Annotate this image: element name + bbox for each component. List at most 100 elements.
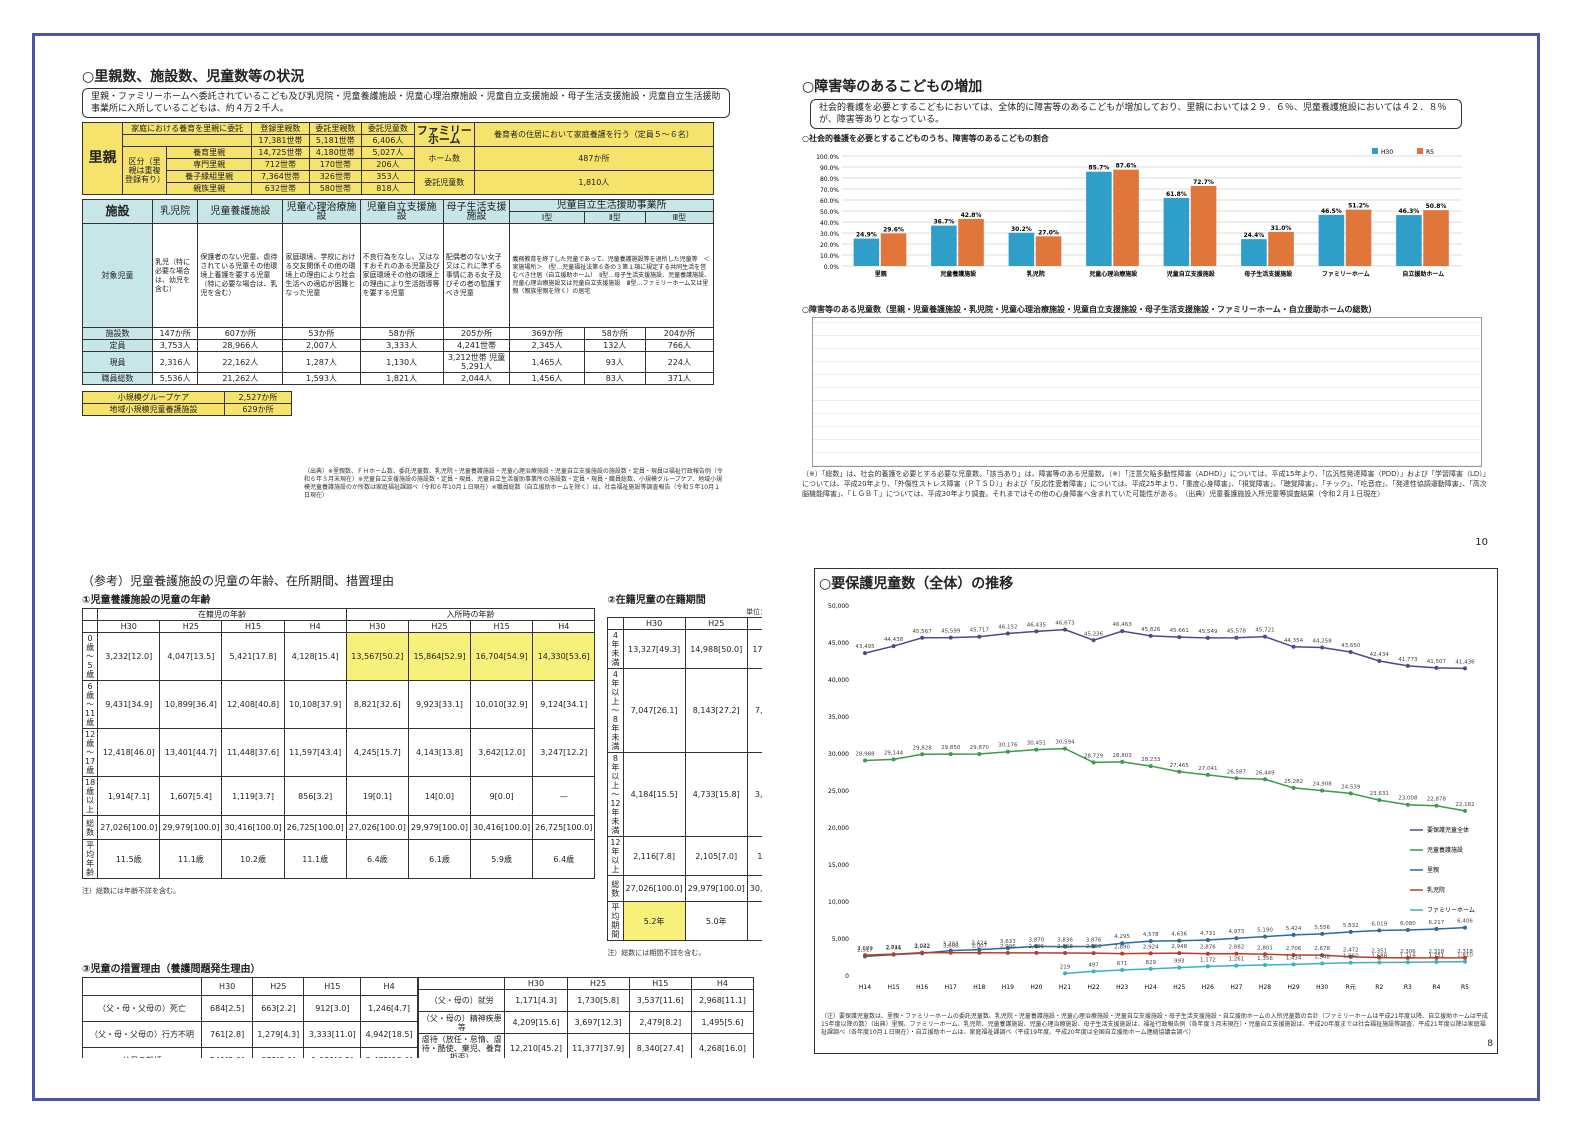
shisetsu-table: 施設 乳児院 児童養護施設 児童心理治療施設 児童自立支援施設 母子生活支援施設… [82,199,715,385]
data-cell: 9,431[34.9] [97,680,161,729]
data-point [977,634,982,639]
corner-cell [82,608,99,621]
data-point [1263,952,1267,957]
satooya-cell: 326世帯 [308,170,363,183]
x-tick-label: H26 [1202,984,1214,991]
data-cell: 9,923[33.1] [407,680,472,729]
t3-title: ③児童の措置理由（養護問題発生理由） [82,964,261,975]
data-cell: 4,143[13.8] [407,728,472,777]
satooya-total1: 5,181世帯 [308,134,363,147]
x-tick-label: H17 [945,984,957,991]
data-cell: 8,821[32.6] [345,680,409,729]
point-label: 30,451 [1027,741,1046,747]
data-point [1091,969,1096,974]
t2-unit: 単位：人数（人）、［ ］構成割合（％） [746,608,762,616]
data-point [1005,749,1010,754]
q1-title: ○里親数、施設数、児童数等の状況 [82,69,305,85]
y-tick-label: 70.0% [820,187,839,194]
data-cell: 1,279[4.3] [252,1021,305,1048]
data-cell: 21,262人 [197,372,284,385]
series-line [864,628,1466,670]
bar [1241,239,1267,266]
point-label: 23,008 [1398,796,1418,802]
satooya-row-name: 親族里親 [165,182,253,195]
bar-value-label: 31.0% [1271,225,1292,232]
point-label: 3,008 [943,944,959,950]
point-label: 28,729 [1084,753,1104,759]
y-tick-label: 30,000 [828,751,849,758]
x-tick-label: 児童自立支援施設 [1166,270,1216,278]
row-label: 総数 [82,815,99,840]
data-point [948,752,953,757]
point-label: 1,751 [1429,953,1445,959]
point-label: 46,463 [1113,622,1133,628]
data-cell: 11.1歳 [283,839,347,879]
bar-value-label: 85.7% [1088,165,1109,172]
data-point [920,752,925,757]
data-point [977,947,982,952]
corner-cell [607,617,624,630]
type-head: Ⅰ型 [509,211,585,224]
data-point [1434,955,1439,960]
data-cell: 30,416[100.0] [746,875,762,902]
data-cell: 1,607[5.4] [159,776,223,816]
series-line [864,747,1466,812]
point-label: 2,882 [1229,945,1245,951]
data-cell: 761[2.8] [201,1021,254,1048]
data-cell: 11,597[43.4] [283,728,347,777]
data-cell: 4,184[15.5] [622,752,686,837]
year-head: H4 [360,977,418,996]
data-point [1377,658,1382,663]
data-cell: 10,108[37.9] [283,680,347,729]
data-point [1377,928,1382,933]
satooya-cell: 206人 [361,158,415,171]
legend-label: H30 [1381,149,1393,156]
y-tick-label: 60.0% [820,198,839,205]
data-point [1177,938,1182,943]
year-head: H15 [746,617,762,630]
bar-value-label: 24.4% [1243,232,1264,239]
data-cell: 10.2歳 [221,839,285,879]
data-cell: 3,697[12.3] [566,1011,630,1034]
fh-home-label: ホーム数 [413,146,475,171]
year-head: H15 [628,977,692,990]
data-point [1463,666,1467,671]
legend-label: R5 [1426,149,1434,156]
data-cell: 8,340[27.4] [628,1033,692,1058]
x-tick-label: H27 [1230,984,1242,991]
point-label: 2,996 [1000,944,1016,950]
satooya-total2: 6,406人 [361,134,415,147]
data-point [1234,936,1239,941]
page-frame [32,33,1540,1101]
data-cell: 10,010[32.9] [470,680,534,729]
satooya-h0: 登録里親数 [251,122,310,135]
bar-value-label: 29.6% [883,226,904,233]
point-label: 3,870 [1029,937,1045,943]
col-head: 児童自立支援施設 [359,199,444,224]
point-label: 1,660 [1343,954,1359,960]
point-label: 30,176 [998,743,1018,749]
x-tick-label: H15 [887,984,899,991]
q4-page-number: 8 [1487,1039,1493,1049]
legend-label: 要保護児童全体 [1427,826,1469,834]
x-tick-label: 乳児院 [1027,270,1045,278]
data-cell: 27,026[100.0] [97,815,161,840]
data-cell: 4,047[13.5] [159,632,223,681]
q2-page-number: 10 [1475,537,1488,548]
bar [958,218,984,266]
x-tick-label: 里親 [875,270,887,278]
data-cell: 53か所 [282,327,361,340]
point-label: 45,661 [1170,628,1189,634]
data-cell: 205か所 [442,327,511,340]
point-label: 3,633 [1000,939,1016,945]
point-label: 2,706 [1286,946,1302,952]
x-tick-label: H14 [859,984,871,991]
point-label: 2,801 [1257,945,1273,951]
data-cell: 6.4歳 [532,839,596,879]
point-label: 45,721 [1255,628,1274,634]
bar-value-label: 72.7% [1193,179,1214,186]
point-label: 2,472 [1343,948,1359,954]
row-label: 12年以上 [607,836,624,876]
data-point [1120,629,1125,634]
data-cell: 204か所 [644,327,715,340]
